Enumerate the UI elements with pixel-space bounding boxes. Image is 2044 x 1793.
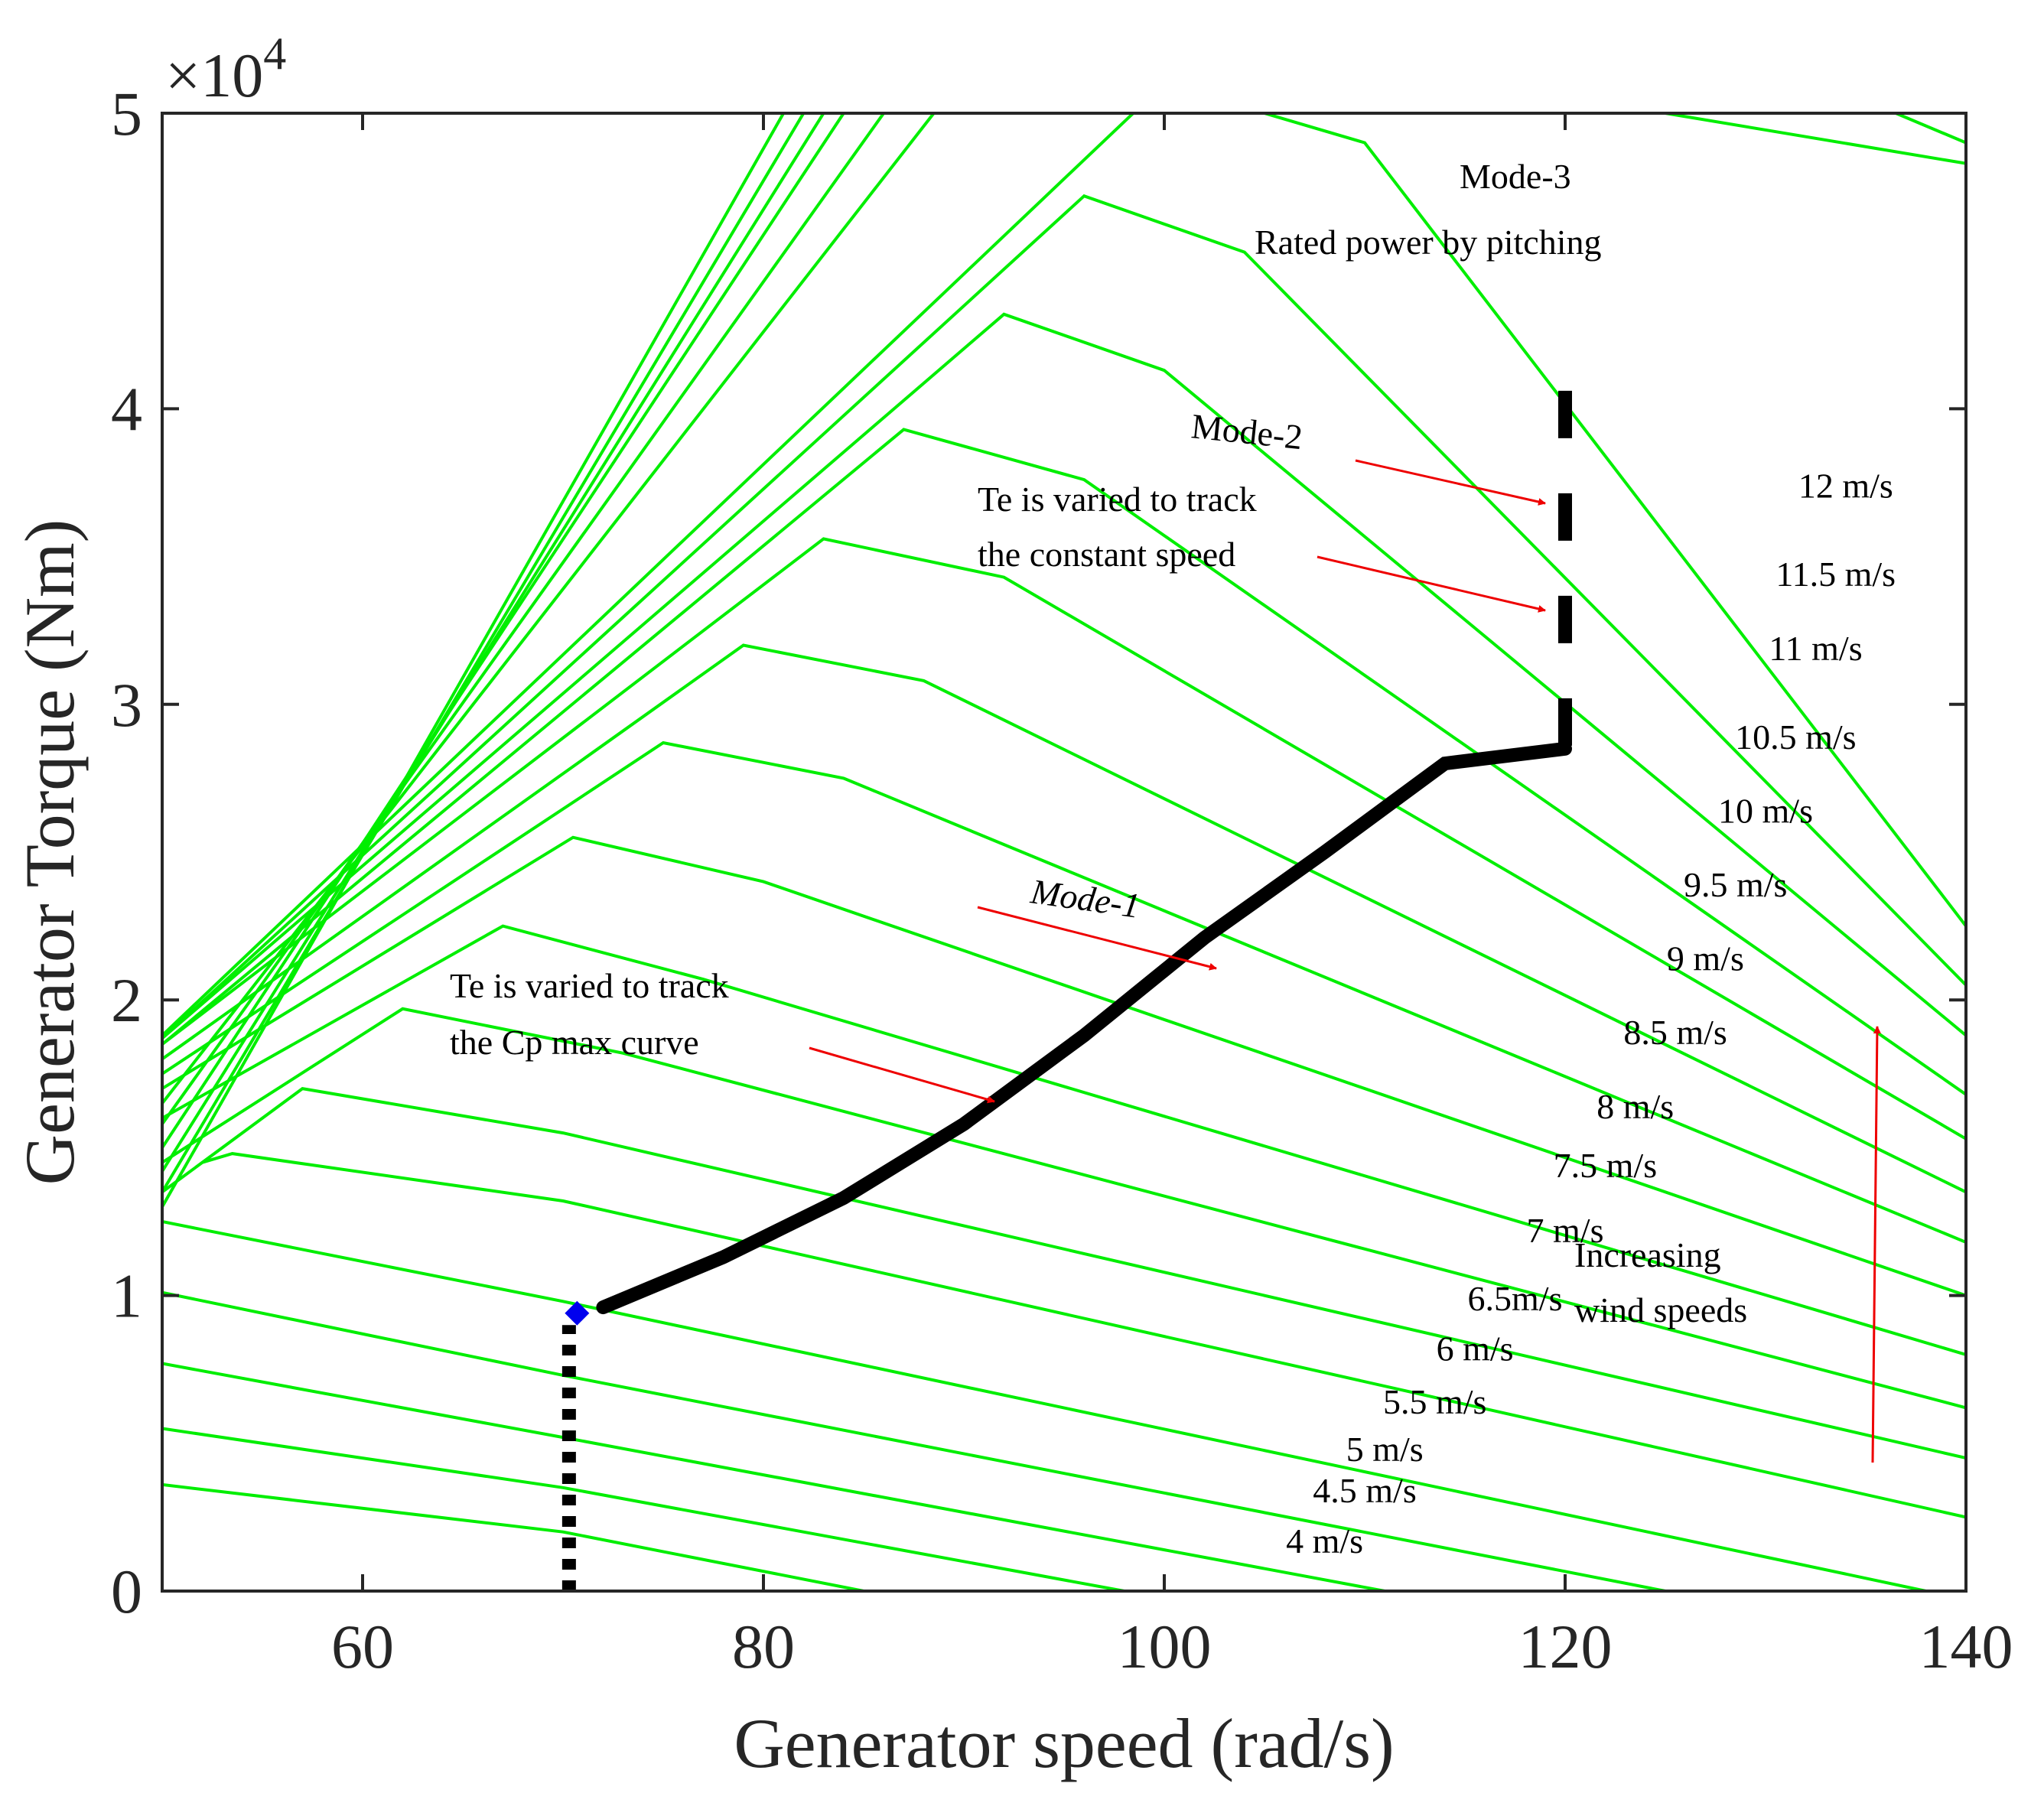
x-tick-label-2: 100 — [1118, 1612, 1212, 1681]
wind-curve-10 — [162, 740, 1966, 1244]
wind-label-1: 4.5 m/s — [1313, 1471, 1416, 1510]
mode2-arrow-lower — [1317, 555, 1546, 613]
axis-ticks: 60 80 100 120 140 0 1 2 3 4 5 — [111, 79, 2013, 1681]
wind-curve-6 — [162, 1086, 1966, 1460]
cp-arrow — [809, 1046, 995, 1104]
wind-label-7: 7.5 m/s — [1554, 1146, 1657, 1185]
wind-curve-extra-4 — [162, 113, 885, 1125]
x-tick-label-3: 120 — [1518, 1612, 1613, 1681]
wind-label-8: 8 m/s — [1596, 1087, 1674, 1126]
mode1-cpmax-curve — [596, 741, 1572, 1315]
y-tick-label-4: 4 — [111, 374, 142, 444]
y-tick-label-3: 3 — [111, 670, 142, 740]
mode2-line1: Te is varied to track — [978, 480, 1257, 519]
wind-curve-9 — [162, 835, 1966, 1297]
wind-curve-15 — [162, 194, 1966, 1040]
cp-line2: the Cp max curve — [450, 1023, 699, 1062]
wind-label-0: 4 m/s — [1286, 1521, 1363, 1560]
y-tick-label-2: 2 — [111, 965, 142, 1035]
wind-label-5: 6.5m/s — [1468, 1279, 1563, 1318]
wind-curve-11 — [162, 643, 1966, 1194]
mode2-line2: the constant speed — [978, 535, 1235, 574]
wind-curve-extra-7 — [1895, 113, 1966, 145]
x-tick-label-0: 60 — [331, 1612, 394, 1681]
y-exponent-power: 4 — [263, 28, 286, 79]
wind-label-13: 10.5 m/s — [1735, 718, 1856, 757]
wind-curve-extra-2 — [162, 113, 825, 1173]
wind-curve-5 — [201, 1152, 1966, 1519]
wind-speed-curves — [162, 113, 1966, 1591]
wind-curve-7 — [162, 1007, 1966, 1410]
increasing-arrow — [1871, 1026, 1881, 1463]
wind-label-4: 6 m/s — [1437, 1329, 1514, 1368]
wind-curve-12 — [162, 537, 1966, 1141]
mode3-text: Rated power by pitching — [1255, 223, 1602, 262]
wind-curve-13 — [162, 428, 1966, 1096]
mode1-arrow — [977, 906, 1217, 971]
wind-speed-labels: 4 m/s 4.5 m/s5 m/s 5.5 m/s 6 m/s 6.5m/s 7 m/s… — [1286, 466, 1896, 1560]
y-tick-label-1: 1 — [111, 1261, 142, 1331]
wind-label-12: 10 m/s — [1718, 791, 1813, 830]
wind-curve-16 — [162, 113, 1966, 1037]
plot-frame — [161, 112, 1968, 1593]
wind-label-16: 12 m/s — [1798, 466, 1893, 505]
cp-line1: Te is varied to track — [450, 966, 729, 1005]
x-tick-label-1: 80 — [732, 1612, 795, 1681]
wind-label-11: 9.5 m/s — [1684, 865, 1787, 904]
wind-curve-8 — [162, 924, 1966, 1356]
wind-curve-1 — [162, 1427, 1125, 1591]
wind-curve-extra-0 — [162, 113, 785, 1208]
wind-curve-extra-3 — [162, 113, 845, 1149]
wind-curve-0 — [162, 1482, 864, 1591]
y-exponent-base: ×10 — [165, 41, 263, 110]
y-axis-title: Generator Torque (Nm) — [11, 519, 89, 1186]
wind-curve-4 — [162, 1220, 1927, 1591]
cut-in-marker — [565, 1300, 590, 1326]
wind-curve-extra-1 — [162, 113, 806, 1193]
wind-curve-extra-6 — [1665, 113, 1966, 165]
x-tick-label-4: 140 — [1919, 1612, 2013, 1681]
mode2-arrow-upper — [1355, 459, 1546, 506]
operating-trajectory — [561, 364, 1572, 1591]
wind-label-10: 9 m/s — [1667, 939, 1744, 978]
y-tick-label-0: 0 — [111, 1557, 142, 1626]
wind-label-6: 7 m/s — [1527, 1211, 1604, 1250]
wind-label-14: 11 m/s — [1769, 629, 1862, 668]
wind-label-3: 5.5 m/s — [1383, 1382, 1486, 1421]
increasing-line2: wind speeds — [1574, 1290, 1747, 1329]
plot-area — [162, 113, 1966, 1591]
mode3-title: Mode-3 — [1460, 157, 1571, 196]
y-tick-label-5: 5 — [111, 79, 142, 148]
increasing-line1: Increasing — [1574, 1235, 1721, 1274]
wind-label-9: 8.5 m/s — [1623, 1013, 1727, 1052]
wind-curve-extra-5 — [162, 113, 936, 1105]
x-axis-title: Generator speed (rad/s) — [734, 1704, 1394, 1782]
wind-label-2: 5 m/s — [1346, 1430, 1424, 1469]
wind-label-15: 11.5 m/s — [1775, 555, 1896, 594]
y-exponent-label: ×104 — [165, 28, 286, 110]
